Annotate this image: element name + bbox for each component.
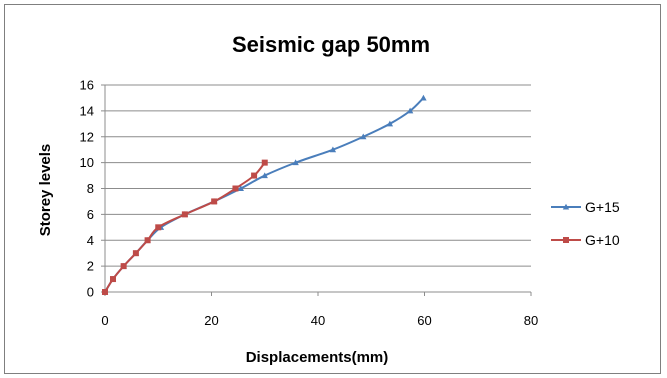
y-tick-label: 8 [87, 181, 94, 196]
y-tick-label: 4 [87, 233, 94, 248]
y-tick-label: 10 [80, 155, 94, 170]
x-tick-label: 80 [524, 313, 538, 328]
data-point [120, 263, 127, 270]
y-tick-label: 0 [87, 285, 94, 300]
data-point [155, 224, 162, 231]
data-point [261, 172, 268, 179]
series-g-15 [101, 94, 427, 295]
legend-label: G+15 [585, 199, 620, 215]
y-tick-label: 14 [80, 103, 94, 118]
data-point [181, 211, 188, 218]
gridlines [105, 84, 531, 267]
x-tick-label: 40 [311, 313, 325, 328]
y-tick-label: 2 [87, 259, 94, 274]
data-point [232, 185, 239, 192]
data-point [251, 172, 258, 179]
data-point [102, 289, 108, 295]
legend-item: G+10 [551, 232, 620, 248]
data-point [292, 159, 299, 166]
x-tick-label: 60 [417, 313, 431, 328]
series-g-10 [102, 159, 268, 295]
data-point [420, 94, 427, 101]
x-tick-label: 20 [204, 313, 218, 328]
y-axis-label: Storey levels [37, 144, 54, 237]
legend: G+15 G+10 [551, 199, 620, 248]
y-tick-label: 12 [80, 129, 94, 144]
x-tick-label: 0 [101, 313, 108, 328]
x-axis-label: Displacements(mm) [246, 349, 389, 366]
data-point [360, 133, 367, 140]
tick-labels: 0 2 4 6 8 10 12 14 16 0 20 40 60 80 [80, 78, 539, 329]
data-point [386, 120, 394, 127]
axes [101, 84, 532, 296]
series-line [104, 97, 425, 293]
data-point [562, 203, 570, 210]
data-point [237, 185, 244, 192]
series-line [104, 161, 266, 293]
data-point [329, 146, 337, 153]
data-point [563, 237, 569, 243]
chart-title: Seismic gap 50mm [232, 32, 430, 57]
series-layer [101, 94, 427, 295]
data-point [109, 276, 116, 283]
legend-item: G+15 [551, 199, 620, 215]
y-tick-label: 16 [80, 78, 94, 93]
data-point [211, 198, 218, 205]
data-point [144, 237, 151, 244]
y-tick-label: 6 [87, 207, 94, 222]
data-point [132, 250, 139, 257]
data-point [406, 107, 414, 114]
legend-label: G+10 [585, 232, 620, 248]
data-point [261, 159, 268, 166]
